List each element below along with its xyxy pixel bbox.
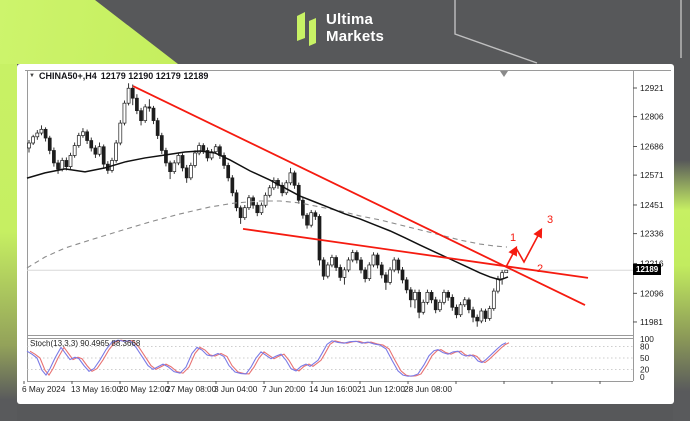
stochastic-label: Stoch(13,3,3) 90.4965 88.3668 xyxy=(30,339,141,348)
chevron-down-icon[interactable]: ▼ xyxy=(29,72,35,79)
y-tick-label: 11981 xyxy=(640,317,663,327)
y-tick-label: 12451 xyxy=(640,200,664,210)
logo-line2: Markets xyxy=(326,28,385,45)
chart-title-bar: ▼ CHINA50+,H4 12179 12190 12179 12189 xyxy=(29,71,208,81)
logo-text: Ultima Markets xyxy=(326,11,384,45)
bar-shift-marker-icon xyxy=(500,71,508,77)
x-tick-label: 27 May 08:00 xyxy=(166,384,217,394)
x-tick-label: 14 Jun 16:00 xyxy=(309,384,357,394)
x-tick-label: 13 May 16:00 xyxy=(71,384,122,394)
chart-title-symbol: CHINA50+,H4 xyxy=(38,71,97,81)
stoch-level-label: 0 xyxy=(640,372,645,382)
trendline-minor-downtrend[interactable] xyxy=(242,227,589,279)
chart-window xyxy=(17,64,674,404)
y-tick-label: 12921 xyxy=(640,83,664,93)
stoch-level-label: 80 xyxy=(640,342,650,352)
x-tick-label: 28 Jun 08:00 xyxy=(404,384,452,394)
stoch-level-label: 20 xyxy=(640,364,650,374)
elliott-wave-arrows: 1 2 3 xyxy=(505,214,553,275)
current-price-tag: 12189 xyxy=(633,264,662,275)
chart-title-quote: 12179 12190 12179 12189 xyxy=(100,71,209,81)
wave-label-1: 1 xyxy=(510,232,516,244)
stoch-level-label: 100 xyxy=(640,334,654,344)
stoch-main-line xyxy=(26,339,507,377)
chart-frame xyxy=(25,70,671,382)
right-green-strip xyxy=(673,0,690,421)
ultima-markets-logo: Ultima Markets xyxy=(296,11,384,47)
y-tick-label: 12686 xyxy=(640,141,664,151)
x-tick-label: 7 Jun 20:00 xyxy=(262,384,306,394)
wave-label-2: 2 xyxy=(537,263,543,275)
ma-slow-dashed-line xyxy=(26,200,508,269)
logo-line1: Ultima xyxy=(326,11,374,28)
stoch-signal-line xyxy=(29,339,510,377)
trendline-descending-resistance[interactable] xyxy=(132,85,586,306)
wave-label-3: 3 xyxy=(547,214,553,226)
x-tick-label: 3 Jun 04:00 xyxy=(214,384,258,394)
x-tick-label: 20 May 12:00 xyxy=(119,384,170,394)
left-green-strip xyxy=(0,0,17,421)
stoch-level-label: 50 xyxy=(640,353,650,363)
y-tick-label: 12096 xyxy=(640,288,664,298)
y-tick-label: 12806 xyxy=(640,112,664,122)
y-tick-label: 12571 xyxy=(640,170,664,180)
ma-fast-line xyxy=(26,150,509,281)
y-tick-label: 12216 xyxy=(640,258,664,268)
x-tick-label: 6 May 2024 xyxy=(22,384,66,394)
candlestick-series[interactable] xyxy=(27,83,509,327)
x-tick-label: 21 Jun 12:00 xyxy=(357,384,405,394)
y-tick-label: 12336 xyxy=(640,229,664,239)
logo-mark-icon xyxy=(297,12,316,46)
y-axis: 12921 12806 12686 12571 12451 12336 12216 12096… xyxy=(633,83,664,327)
